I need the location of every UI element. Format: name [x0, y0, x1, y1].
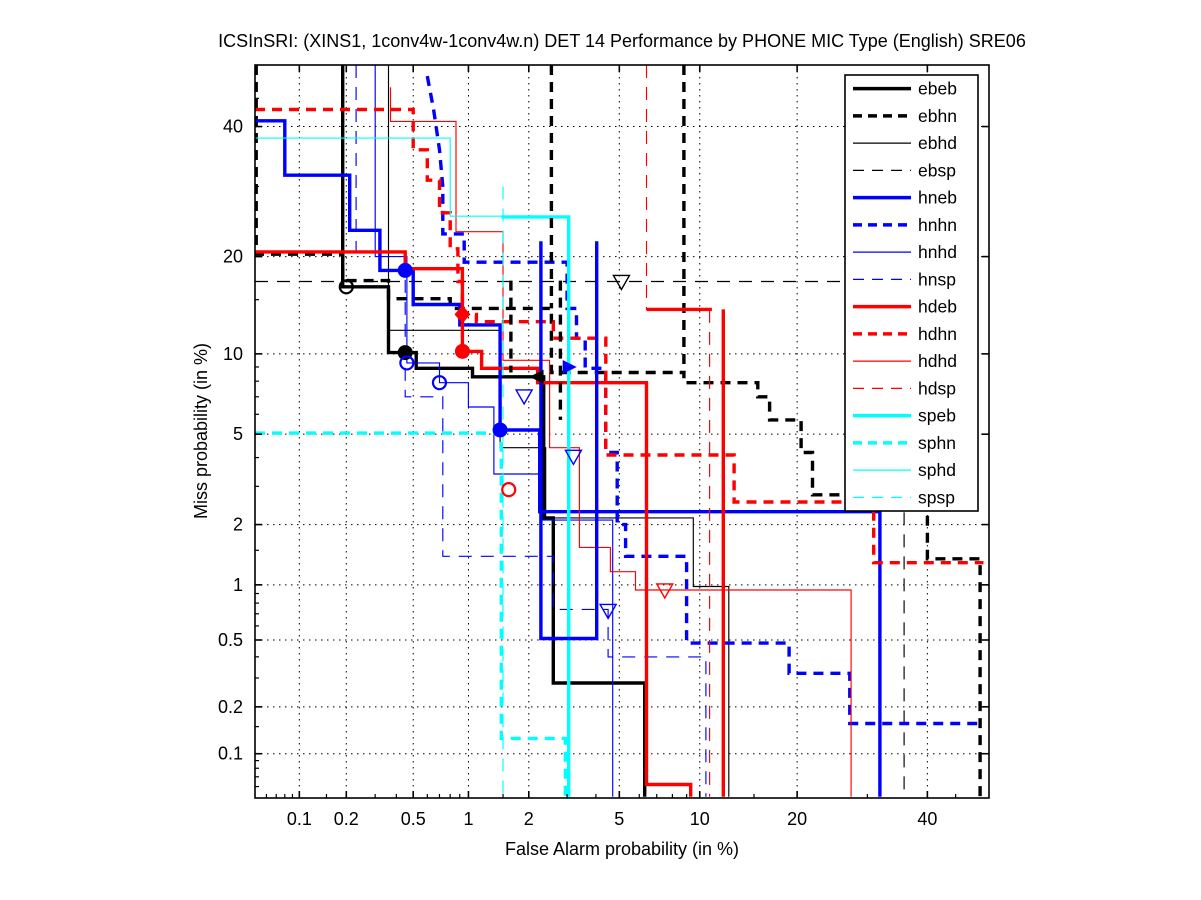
legend-label-hdsp: hdsp — [918, 378, 956, 398]
legend-entry-sphd: sphd — [853, 460, 956, 480]
axis-tick-labels: 0.1 0.2 0.5 1 2 5 10 20 40 40 20 10 5 2 1 0.5 0.2 0.1 — [218, 117, 937, 829]
plot-title: ICSInSRI: (XINS1, 1conv4w-1conv4w.n) DET… — [218, 31, 1026, 51]
legend-entry-hneb: hneb — [853, 188, 957, 208]
legend-label-hnhn: hnhn — [918, 215, 957, 235]
marker-triangle-down-open-14 — [598, 603, 618, 620]
legend-label-ebsp: ebsp — [918, 160, 956, 180]
x-tick-label-0.5: 0.5 — [401, 809, 426, 829]
series-hdhn — [255, 107, 984, 565]
legend-box — [844, 74, 979, 512]
legend-label-hnsp: hnsp — [918, 269, 956, 289]
legend-entry-hdhd: hdhd — [853, 351, 957, 371]
legend-label-hdeb: hdeb — [918, 297, 957, 317]
y-axis-label: Miss probability (in %) — [191, 343, 211, 519]
y-tick-label-2: 2 — [233, 515, 243, 535]
x-tick-label-10: 10 — [690, 809, 710, 829]
legend-entry-hdsp: hdsp — [853, 378, 956, 398]
legend-entry-spsp: spsp — [853, 487, 955, 507]
marker-diamond-filled-6 — [454, 305, 471, 324]
x-tick-label-20: 20 — [787, 809, 807, 829]
legend-entry-speb: speb — [853, 406, 956, 426]
legend-entry-ebhn: ebhn — [853, 106, 957, 126]
overlap-stroke-4 — [539, 241, 599, 641]
legend-entry-sphn: sphn — [853, 433, 956, 453]
marker-circle-open-3 — [399, 355, 415, 371]
legend-label-hnhd: hnhd — [918, 242, 957, 262]
legend: ebeb ebhn ebhd ebsp hneb hnhn hnhd hnsp hdeb hdhn… — [844, 74, 979, 512]
legend-label-hdhn: hdhn — [918, 324, 957, 344]
x-tick-label-0.1: 0.1 — [287, 809, 312, 829]
marker-circle-filled-5 — [492, 422, 508, 438]
x-tick-label-1: 1 — [463, 809, 473, 829]
legend-label-hneb: hneb — [918, 188, 957, 208]
legend-label-spsp: spsp — [918, 487, 955, 507]
marker-circle-filled-7 — [454, 343, 470, 359]
legend-entry-hnsp: hnsp — [853, 269, 956, 289]
legend-label-speb: speb — [918, 406, 956, 426]
det-markers — [338, 262, 674, 620]
legend-label-ebeb: ebeb — [918, 79, 957, 99]
y-tick-label-5: 5 — [233, 424, 243, 444]
marker-circle-open-4 — [431, 375, 448, 391]
legend-label-hdhd: hdhd — [918, 351, 957, 371]
marker-triangle-down-open-11 — [612, 274, 631, 291]
legend-entry-ebeb: ebeb — [853, 79, 957, 99]
plot-area-border — [254, 64, 990, 799]
legend-entry-hdhn: hdhn — [853, 324, 957, 344]
legend-label-sphn: sphn — [918, 433, 956, 453]
legend-entry-hnhd: hnhd — [853, 242, 957, 262]
marker-triangle-down-open-15 — [655, 583, 674, 600]
axis-ticks — [255, 65, 989, 798]
legend-label-ebhd: ebhd — [918, 133, 957, 153]
y-tick-label-40: 40 — [223, 117, 243, 137]
det-curves — [254, 65, 984, 797]
legend-entry-hdeb: hdeb — [853, 297, 957, 317]
marker-circle-open-8 — [501, 482, 517, 498]
x-tick-label-5: 5 — [614, 809, 624, 829]
y-tick-label-0.1: 0.1 — [218, 744, 243, 764]
marker-triangle-down-open-13 — [564, 449, 583, 466]
legend-entry-hnhn: hnhn — [853, 215, 957, 235]
x-axis-label: False Alarm probability (in %) — [505, 839, 739, 859]
series-sphn — [255, 431, 568, 797]
series-sphd — [255, 137, 570, 797]
series-ebhn — [254, 65, 982, 797]
y-tick-label-20: 20 — [223, 247, 243, 267]
legend-label-ebhn: ebhn — [918, 106, 957, 126]
y-tick-label-0.5: 0.5 — [218, 630, 243, 650]
marker-circle-filled-2 — [397, 262, 413, 278]
x-tick-label-40: 40 — [917, 809, 937, 829]
legend-entry-ebsp: ebsp — [853, 160, 956, 180]
y-tick-label-0.2: 0.2 — [218, 697, 243, 717]
marker-circle-open-0 — [338, 279, 354, 295]
y-tick-label-1: 1 — [233, 575, 243, 595]
legend-label-sphd: sphd — [918, 460, 956, 480]
x-tick-label-0.2: 0.2 — [334, 809, 359, 829]
series-ebhd — [387, 65, 730, 797]
marker-triangle-left-filled-9 — [529, 369, 544, 384]
series-hdhd — [389, 87, 852, 797]
marker-triangle-right-filled-10 — [562, 359, 577, 374]
legend-entry-ebhd: ebhd — [853, 133, 957, 153]
y-tick-label-10: 10 — [223, 344, 243, 364]
x-tick-label-2: 2 — [524, 809, 534, 829]
marker-triangle-down-open-12 — [514, 389, 534, 406]
